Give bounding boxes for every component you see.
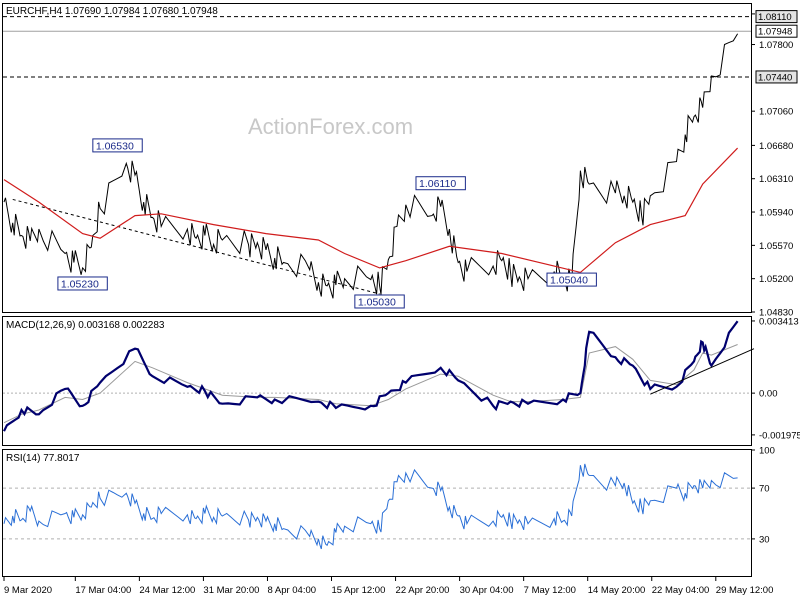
price-tick-label: 1.06680 <box>759 141 793 152</box>
price-title: EURCHF,H4 1.07690 1.07984 1.07680 1.0794… <box>6 6 218 17</box>
time-tick-label: 9 Mar 2020 <box>4 585 52 596</box>
rsi-tick-label: 30 <box>759 534 770 545</box>
level-tag-box <box>755 24 798 38</box>
price-panel-frame <box>2 3 752 313</box>
swing-label-box <box>546 272 597 287</box>
swing-label-box <box>354 294 405 309</box>
macd-panel-frame <box>2 316 752 446</box>
macd-trendline <box>650 348 755 395</box>
time-tick-label: 24 Mar 12:00 <box>139 585 195 596</box>
rsi-title: RSI(14) 77.8017 <box>6 453 80 464</box>
swing-label: 1.05040 <box>550 275 588 287</box>
rsi-line <box>3 463 738 550</box>
price-tick-label: 1.05570 <box>759 241 793 252</box>
watermark: ActionForex.com <box>248 114 413 139</box>
rsi-tick-label: 70 <box>759 484 770 495</box>
macd-signal-line <box>3 344 738 424</box>
rsi-tick-label: 100 <box>759 446 775 457</box>
price-tick-label: 1.07060 <box>759 107 793 118</box>
swing-label: 1.06110 <box>419 178 456 190</box>
time-tick-label: 8 Apr 04:00 <box>267 585 316 596</box>
time-tick-label: 15 Apr 12:00 <box>332 585 386 596</box>
macd-tick-label: -0.001975 <box>759 430 800 441</box>
swing-label: 1.05230 <box>61 278 99 290</box>
time-tick-label: 29 May 12:00 <box>716 585 774 596</box>
macd-tick-label: 0.003413 <box>759 316 799 327</box>
macd-panel: 0.003413 0.00 -0.001975 <box>3 316 800 441</box>
time-axis: 9 Mar 2020 17 Mar 04:00 24 Mar 12:00 31 Mar… <box>3 577 774 596</box>
time-tick-label: 7 May 12:00 <box>524 585 576 596</box>
time-tick-label: 30 Apr 04:00 <box>460 585 514 596</box>
price-panel: 1.081401.078001.070601.066801.063101.059… <box>3 9 798 319</box>
macd-tick-label: 0.00 <box>759 389 778 400</box>
time-tick-label: 14 May 20:00 <box>588 585 646 596</box>
swing-label-box <box>415 176 466 191</box>
swing-label: 1.05030 <box>358 296 396 308</box>
price-tick-label: 1.05200 <box>759 274 793 285</box>
moving-average-line <box>3 147 739 274</box>
price-tick-label: 1.04830 <box>759 308 793 319</box>
price-tick-label: 1.06310 <box>759 174 793 185</box>
time-tick-label: 17 Mar 04:00 <box>75 585 131 596</box>
level-tag: 1.08110 <box>758 12 792 23</box>
level-tag: 1.07440 <box>758 72 792 83</box>
level-tag: 1.07948 <box>758 27 792 38</box>
swing-label-box <box>57 276 108 291</box>
time-tick-label: 22 May 04:00 <box>652 585 710 596</box>
macd-line <box>3 320 739 432</box>
macd-title: MACD(12,26,9) 0.003168 0.002283 <box>6 320 165 331</box>
price-tick-label: 1.07800 <box>759 40 793 51</box>
level-tag-box <box>755 10 798 24</box>
time-tick-label: 22 Apr 20:00 <box>396 585 450 596</box>
rsi-panel: 100 70 30 <box>3 446 775 550</box>
rsi-panel-frame <box>2 449 752 577</box>
price-series-line <box>3 33 739 299</box>
swing-label-box <box>92 138 143 153</box>
price-tick-label: 1.05940 <box>759 208 793 219</box>
swing-label: 1.06530 <box>96 140 134 152</box>
time-tick-label: 31 Mar 20:00 <box>203 585 259 596</box>
level-tag-box <box>755 70 798 84</box>
